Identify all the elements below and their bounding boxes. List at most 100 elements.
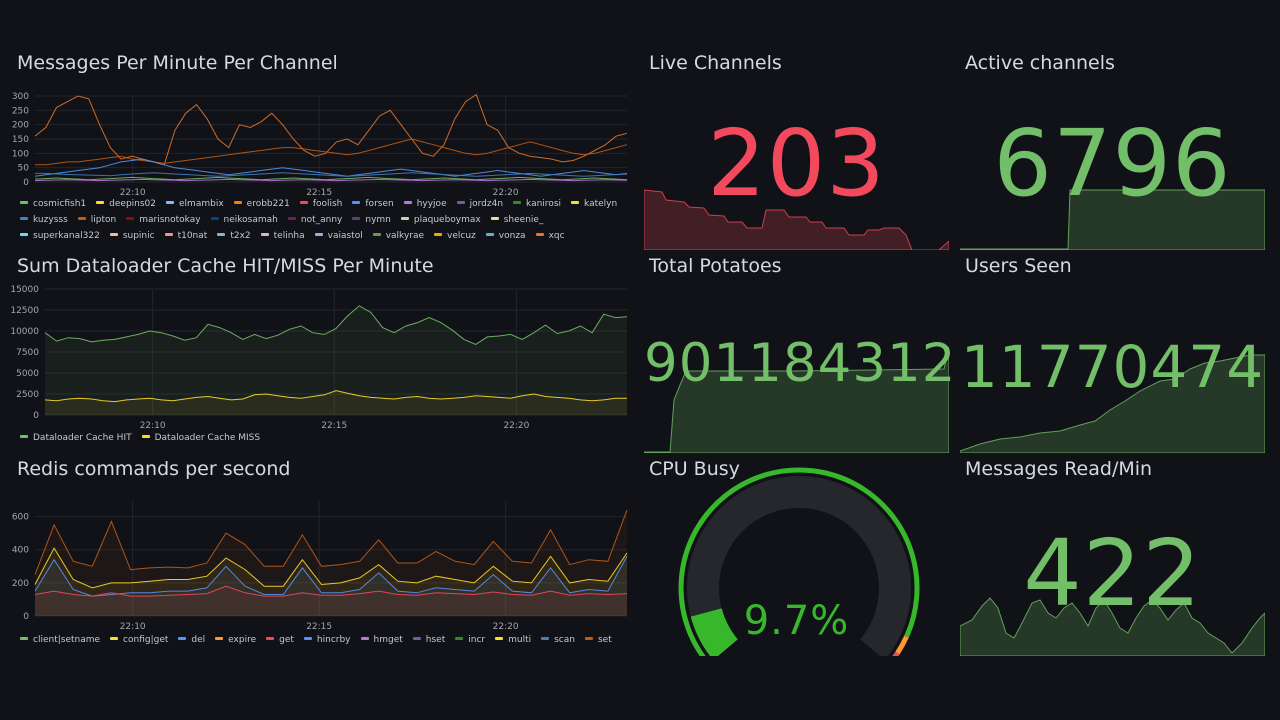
cpu-busy-value: 9.7% xyxy=(743,598,850,644)
legend-item[interactable]: client|setname xyxy=(20,632,100,648)
series-area xyxy=(45,390,627,415)
legend-swatch xyxy=(20,435,28,438)
legend-item[interactable]: hset xyxy=(412,632,445,648)
legend-item[interactable]: hincrby xyxy=(303,632,351,648)
legend-swatch xyxy=(20,217,28,220)
series-line xyxy=(34,547,628,589)
legend-label: cosmicfish1 xyxy=(33,199,87,209)
legend-item[interactable]: vaiastol xyxy=(314,228,363,244)
legend-item[interactable]: config|get xyxy=(110,632,168,648)
legend-item[interactable]: telinha xyxy=(260,228,305,244)
x-tick-label: 22:10 xyxy=(120,188,146,198)
legend-item[interactable]: velcuz xyxy=(434,228,476,244)
legend-label: erobb221 xyxy=(246,199,290,209)
legend-swatch xyxy=(513,201,522,204)
panel-active-channels: Active channels 6796 xyxy=(960,52,1265,250)
legend-swatch xyxy=(400,217,409,220)
y-tick-label: 5000 xyxy=(16,369,39,379)
legend-item[interactable]: multi xyxy=(495,632,531,648)
legend-item[interactable]: t2x2 xyxy=(217,228,251,244)
panel-title[interactable]: CPU Busy xyxy=(649,458,740,480)
y-tick-label: 200 xyxy=(12,121,29,131)
series-line xyxy=(34,93,628,166)
panel-messages-read: Messages Read/Min 422 xyxy=(960,458,1265,656)
redis-legend: client|setname config|get del expire get hinc… xyxy=(20,632,629,648)
panel-title[interactable]: Sum Dataloader Cache HIT/MISS Per Minute xyxy=(17,255,434,277)
panel-title[interactable]: Redis commands per second xyxy=(17,458,291,480)
legend-item[interactable]: plaqueboymax xyxy=(400,212,481,228)
messages-read-value: 422 xyxy=(1023,520,1202,627)
legend-swatch xyxy=(266,637,275,640)
messages-chart[interactable]: 0 50 100 150 200 250 300 22:10 22:15 22:20 xyxy=(12,90,629,200)
y-tick-label: 15000 xyxy=(10,285,39,295)
x-tick-label: 22:15 xyxy=(306,622,332,632)
legend-label: Dataloader Cache MISS xyxy=(154,433,261,443)
legend-item[interactable]: hmget xyxy=(360,632,403,648)
legend-item[interactable]: kuzysss xyxy=(20,212,68,228)
legend-item[interactable]: nymn xyxy=(352,212,391,228)
panel-title[interactable]: Active channels xyxy=(965,52,1115,74)
panel-title[interactable]: Live Channels xyxy=(649,52,782,74)
cache-chart-svg: 0 2500 5000 7500 10000 12500 15000 22:10 22:15 22… xyxy=(10,285,628,431)
x-tick-label: 22:20 xyxy=(493,188,519,198)
panel-title[interactable]: Messages Per Minute Per Channel xyxy=(17,52,338,74)
legend-item[interactable]: t10nat xyxy=(164,228,207,244)
legend-swatch xyxy=(166,201,175,204)
legend-item[interactable]: superkanal322 xyxy=(20,228,100,244)
legend-label: hyyjoe xyxy=(416,199,447,209)
y-tick-label: 400 xyxy=(12,546,29,556)
legend-item[interactable]: xqc xyxy=(535,228,565,244)
legend-label: forsen xyxy=(365,199,394,209)
legend-item[interactable]: get xyxy=(266,632,294,648)
y-tick-label: 0 xyxy=(33,411,39,421)
redis-chart[interactable]: 0 200 400 600 22:10 22:15 22:20 xyxy=(12,494,629,634)
legend-label: kanirosi xyxy=(526,199,562,209)
panel-title[interactable]: Messages Read/Min xyxy=(965,458,1153,480)
legend-item[interactable]: deepins02 xyxy=(96,196,156,212)
y-tick-label: 300 xyxy=(12,92,29,102)
legend-item[interactable]: vonza xyxy=(485,228,526,244)
legend-item[interactable]: marisnotokay xyxy=(126,212,201,228)
legend-item[interactable]: incr xyxy=(455,632,485,648)
live-channels-sparkline xyxy=(644,189,949,250)
legend-item[interactable]: expire xyxy=(215,632,256,648)
legend-item[interactable]: hyyjoe xyxy=(403,196,447,212)
legend-item[interactable]: neikosamah xyxy=(210,212,278,228)
panel-title[interactable]: Users Seen xyxy=(965,255,1072,277)
legend-swatch xyxy=(571,201,580,204)
y-tick-label: 50 xyxy=(18,164,30,174)
legend-swatch xyxy=(412,637,421,640)
sparkline-area xyxy=(960,189,1265,250)
legend-swatch xyxy=(164,233,173,236)
legend-label: multi xyxy=(508,635,532,645)
cache-chart[interactable]: 0 2500 5000 7500 10000 12500 15000 22:10 22:15 22… xyxy=(10,283,629,433)
legend-item[interactable]: scan xyxy=(541,632,575,648)
legend-item[interactable]: sheenie_ xyxy=(490,212,543,228)
legend-item[interactable]: cosmicfish1 xyxy=(20,196,86,212)
y-tick-label: 150 xyxy=(12,135,29,145)
users-seen-sparkline xyxy=(960,354,1265,453)
legend-swatch xyxy=(495,637,504,640)
legend-item[interactable]: foolish xyxy=(299,196,342,212)
legend-swatch xyxy=(455,637,464,640)
panel-messages-per-minute: Messages Per Minute Per Channel 0 50 100 15… xyxy=(12,52,629,247)
panel-title[interactable]: Total Potatoes xyxy=(649,255,782,277)
legend-item[interactable]: valkyrae xyxy=(372,228,424,244)
legend-item[interactable]: del xyxy=(178,632,205,648)
legend-item[interactable]: Dataloader Cache MISS xyxy=(141,430,261,446)
legend-item[interactable]: kanirosi xyxy=(513,196,561,212)
legend-item[interactable]: katelyn xyxy=(571,196,617,212)
legend-item[interactable]: not_anny xyxy=(287,212,342,228)
legend-swatch xyxy=(490,217,499,220)
legend-swatch xyxy=(456,201,465,204)
legend-item[interactable]: forsen xyxy=(352,196,394,212)
legend-label: client|setname xyxy=(33,635,101,645)
legend-item[interactable]: lipton xyxy=(77,212,116,228)
legend-item[interactable]: erobb221 xyxy=(233,196,290,212)
legend-item[interactable]: elmambix xyxy=(166,196,224,212)
legend-item[interactable]: jordz4n xyxy=(456,196,503,212)
legend-item[interactable]: supinic xyxy=(109,228,155,244)
legend-item[interactable]: set xyxy=(584,632,612,648)
legend-swatch xyxy=(535,233,544,236)
legend-item[interactable]: Dataloader Cache HIT xyxy=(20,430,132,446)
